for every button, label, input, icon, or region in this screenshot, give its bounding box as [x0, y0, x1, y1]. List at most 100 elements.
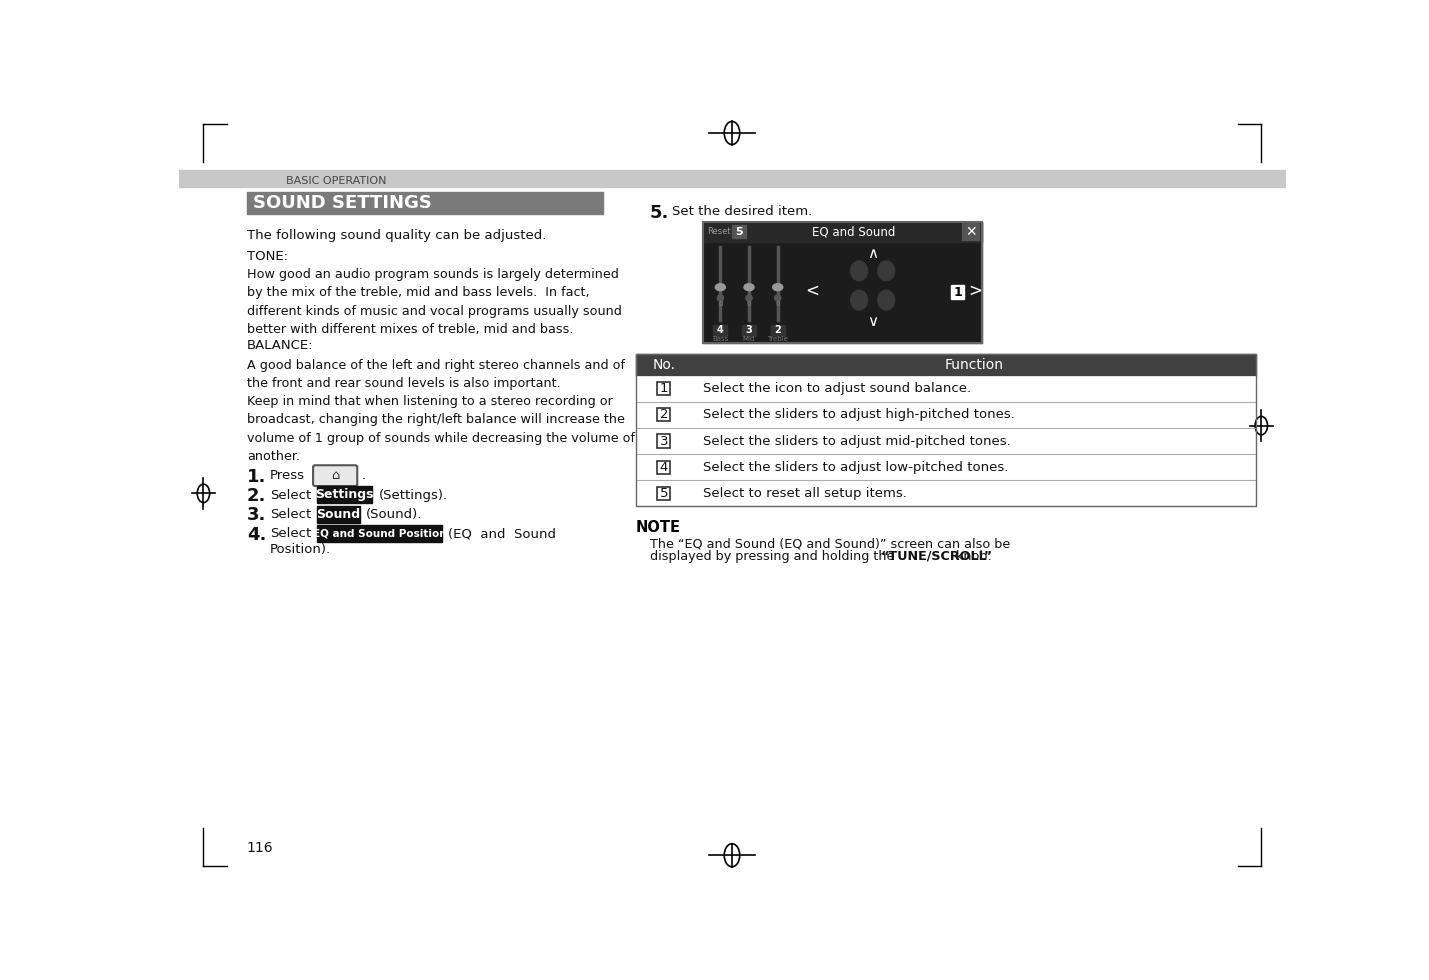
Text: TONE:: TONE:	[247, 250, 287, 263]
Text: Position).: Position).	[270, 543, 332, 556]
Text: EQ and Sound: EQ and Sound	[812, 225, 896, 238]
Text: 2: 2	[660, 409, 667, 421]
Text: (Sound).: (Sound).	[366, 508, 423, 521]
Bar	[713, 324, 727, 335]
Text: How good an audio program sounds is largely determined
by the mix of the treble,: How good an audio program sounds is larg…	[247, 268, 622, 336]
Text: 3: 3	[746, 325, 753, 335]
Circle shape	[746, 295, 752, 301]
Text: 3: 3	[660, 434, 667, 448]
Text: 1: 1	[660, 382, 667, 395]
Circle shape	[717, 295, 723, 301]
Bar	[657, 434, 670, 448]
Text: No.: No.	[652, 358, 676, 371]
Ellipse shape	[773, 284, 783, 291]
Bar	[703, 221, 982, 242]
Bar	[962, 223, 979, 240]
Bar	[636, 354, 1256, 375]
Bar	[636, 375, 1256, 402]
Text: Press: Press	[270, 469, 304, 482]
Text: Function: Function	[945, 358, 1003, 371]
Ellipse shape	[877, 290, 895, 310]
Bar	[703, 221, 982, 343]
Bar	[636, 428, 1256, 454]
Bar	[247, 192, 603, 214]
Text: Reset: Reset	[707, 227, 730, 236]
Bar	[742, 324, 756, 335]
Text: 5.: 5.	[650, 204, 669, 221]
Ellipse shape	[716, 284, 726, 291]
Text: 0: 0	[747, 301, 752, 307]
Bar	[657, 487, 670, 500]
Text: EQ and Sound Position: EQ and Sound Position	[313, 528, 446, 538]
Text: Bass: Bass	[712, 335, 729, 341]
Text: ∧: ∧	[866, 246, 877, 262]
Text: Set the desired item.: Set the desired item.	[672, 206, 812, 219]
Bar	[317, 506, 360, 522]
Bar	[770, 324, 785, 335]
Text: Select the sliders to adjust mid-pitched tones.: Select the sliders to adjust mid-pitched…	[703, 434, 1010, 448]
Bar	[636, 454, 1256, 480]
Text: 0: 0	[776, 301, 780, 307]
Text: (Settings).: (Settings).	[379, 489, 447, 502]
Bar	[636, 480, 1256, 507]
Circle shape	[775, 295, 780, 301]
Ellipse shape	[850, 290, 867, 310]
Text: The “EQ and Sound (EQ and Sound)” screen can also be: The “EQ and Sound (EQ and Sound)” screen…	[650, 537, 1010, 550]
Text: Select the icon to adjust sound balance.: Select the icon to adjust sound balance.	[703, 382, 970, 395]
Text: Settings: Settings	[316, 488, 374, 502]
Text: “TUNE/SCROLL”: “TUNE/SCROLL”	[880, 550, 993, 563]
Bar	[703, 221, 982, 343]
Bar	[317, 486, 373, 504]
Text: Keep in mind that when listening to a stereo recording or
broadcast, changing th: Keep in mind that when listening to a st…	[247, 395, 634, 464]
Bar	[636, 402, 1256, 428]
Text: A good balance of the left and right stereo channels and of
the front and rear s: A good balance of the left and right ste…	[247, 359, 624, 390]
Text: <: <	[806, 282, 820, 300]
Text: BASIC OPERATION: BASIC OPERATION	[286, 175, 386, 186]
Text: Select: Select	[270, 508, 312, 521]
Text: SOUND SETTINGS: SOUND SETTINGS	[253, 194, 432, 212]
Text: 0: 0	[719, 301, 723, 307]
Ellipse shape	[877, 261, 895, 281]
Text: Select: Select	[270, 489, 312, 502]
Bar	[317, 525, 442, 542]
Bar	[657, 382, 670, 395]
Bar	[657, 409, 670, 421]
Text: 2: 2	[775, 325, 782, 335]
Text: Select to reset all setup items.: Select to reset all setup items.	[703, 487, 906, 500]
Text: 4: 4	[717, 325, 723, 335]
Text: 116: 116	[247, 842, 273, 856]
Text: NOTE: NOTE	[636, 520, 680, 535]
Text: 1.: 1.	[247, 468, 266, 486]
FancyBboxPatch shape	[313, 466, 357, 486]
Bar	[657, 461, 670, 473]
Text: The following sound quality can be adjusted.: The following sound quality can be adjus…	[247, 229, 546, 242]
Text: 1: 1	[953, 286, 962, 299]
Ellipse shape	[745, 284, 755, 291]
Text: Mid: Mid	[743, 335, 755, 341]
Text: .: .	[362, 469, 366, 482]
Text: 5: 5	[735, 226, 743, 236]
Bar	[950, 285, 965, 299]
Text: Treble: Treble	[767, 335, 789, 341]
Text: 5: 5	[660, 487, 667, 500]
Text: ✕: ✕	[965, 224, 976, 238]
Text: knob.: knob.	[952, 550, 992, 563]
Text: >: >	[969, 282, 982, 300]
Ellipse shape	[850, 261, 867, 281]
Text: 4: 4	[660, 461, 667, 473]
Text: 3.: 3.	[247, 507, 266, 524]
Bar	[636, 354, 1256, 507]
Text: (EQ  and  Sound: (EQ and Sound	[449, 527, 556, 540]
Bar	[179, 170, 1286, 187]
Text: BALANCE:: BALANCE:	[247, 339, 313, 353]
Text: displayed by pressing and holding the: displayed by pressing and holding the	[650, 550, 899, 563]
Text: Select the sliders to adjust low-pitched tones.: Select the sliders to adjust low-pitched…	[703, 461, 1007, 473]
Text: ⌂: ⌂	[332, 469, 339, 482]
Bar	[732, 224, 746, 238]
Text: Select the sliders to adjust high-pitched tones.: Select the sliders to adjust high-pitche…	[703, 409, 1015, 421]
Text: 2.: 2.	[247, 487, 266, 506]
Text: Select: Select	[270, 527, 312, 540]
Text: 4.: 4.	[247, 525, 266, 544]
Text: Sound: Sound	[316, 508, 360, 520]
Text: ∨: ∨	[866, 315, 877, 329]
